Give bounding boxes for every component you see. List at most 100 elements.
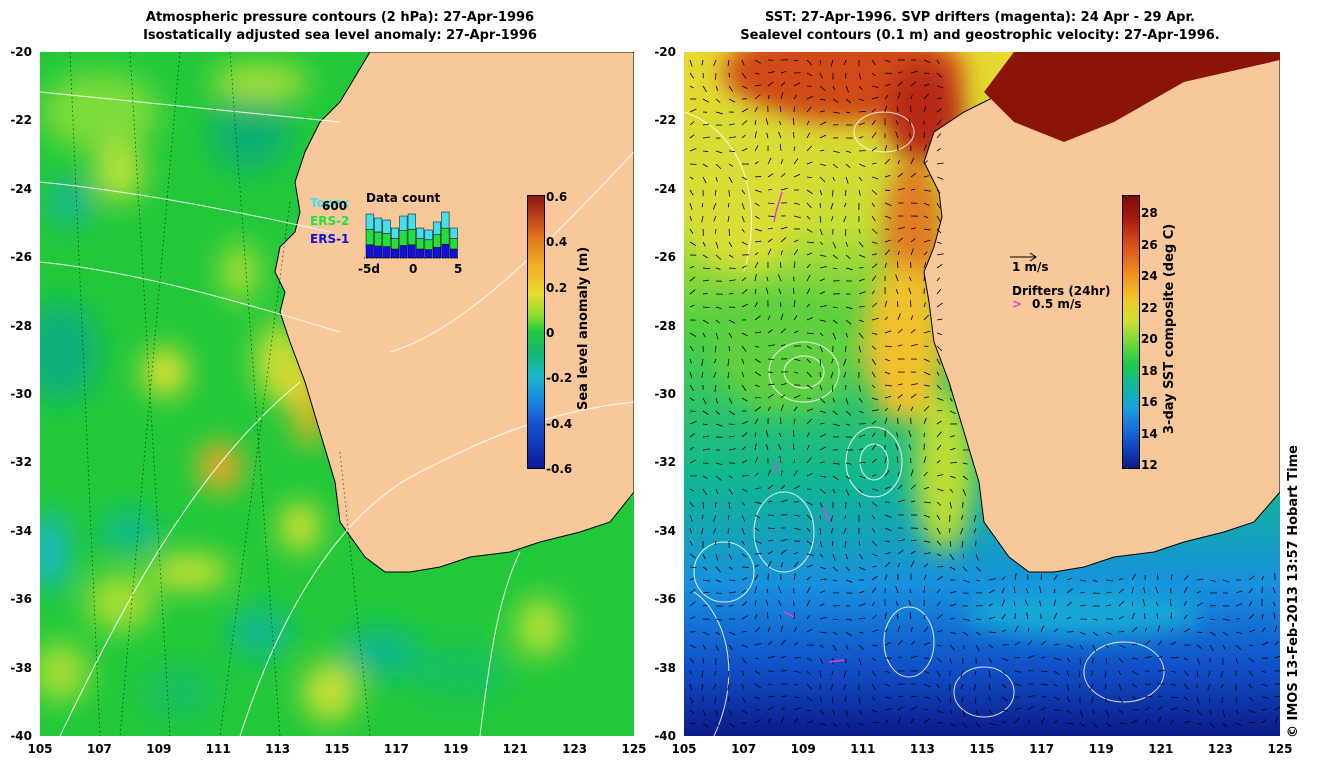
velocity-arrow: [910, 640, 916, 646]
velocity-arrow: [780, 313, 784, 321]
velocity-arrow: [754, 719, 762, 724]
velocity-arrow: [1196, 696, 1200, 704]
velocity-arrow: [689, 304, 695, 308]
velocity-arrow: [923, 471, 928, 477]
velocity-arrow: [871, 162, 877, 165]
velocity-arrow: [974, 696, 977, 704]
data-count-bar-segment: [374, 217, 383, 233]
velocity-arrow: [806, 432, 810, 438]
velocity-arrow: [741, 527, 745, 535]
velocity-arrow: [843, 358, 847, 366]
velocity-arrow: [1014, 717, 1020, 724]
velocity-arrow: [1183, 720, 1191, 724]
velocity-arrow: [936, 302, 943, 308]
velocity-arrow: [714, 345, 717, 353]
velocity-arrow: [1091, 696, 1094, 704]
velocity-arrow: [1013, 586, 1016, 594]
velocity-arrow: [884, 574, 888, 581]
x-tick-label: 123: [562, 742, 588, 756]
velocity-arrow: [910, 343, 918, 347]
velocity-arrow: [830, 202, 834, 210]
velocity-arrow: [988, 696, 991, 702]
velocity-arrow: [1066, 577, 1073, 581]
velocity-arrow: [936, 133, 942, 139]
velocity-arrow: [715, 566, 721, 573]
velocity-arrow: [806, 501, 813, 506]
velocity-arrow: [858, 448, 863, 451]
velocity-arrow: [988, 657, 993, 664]
velocity-arrow: [897, 383, 903, 386]
velocity-arrow: [702, 85, 707, 93]
velocity-arrow: [871, 488, 879, 491]
data-count-bars: [364, 211, 460, 259]
velocity-arrow: [727, 670, 730, 678]
velocity-arrow: [895, 274, 899, 282]
velocity-arrow: [780, 549, 787, 555]
velocity-arrow: [728, 579, 736, 582]
legend-ers1: ERS-1: [310, 232, 350, 246]
velocity-arrow: [806, 288, 811, 295]
velocity-arrow: [819, 566, 826, 570]
velocity-arrow: [728, 448, 736, 451]
velocity-arrow: [819, 358, 822, 366]
sst-colorbar-title: 3-day SST composite (deg C): [1162, 223, 1177, 434]
velocity-arrow: [689, 72, 695, 79]
velocity-arrow: [806, 303, 811, 308]
velocity-arrow: [767, 344, 775, 347]
velocity-arrow: [845, 150, 852, 153]
velocity-arrow: [858, 488, 863, 494]
velocity-arrow: [754, 456, 759, 464]
velocity-arrow: [1170, 683, 1177, 686]
velocity-arrow: [806, 586, 811, 594]
velocity-arrow: [936, 72, 943, 78]
velocity-arrow: [884, 527, 892, 531]
velocity-arrow: [806, 720, 814, 724]
velocity-arrow: [702, 136, 710, 139]
velocity-arrow: [1196, 590, 1201, 594]
velocity-arrow: [858, 98, 865, 102]
velocity-arrow: [689, 601, 696, 607]
velocity-arrow: [767, 469, 771, 477]
velocity-arrow: [754, 202, 760, 207]
velocity-arrow: [1209, 618, 1215, 621]
velocity-arrow: [871, 709, 878, 713]
velocity-arrow: [741, 501, 746, 506]
velocity-arrow: [844, 202, 847, 208]
drifter-legend-glyph: >: [1012, 297, 1023, 311]
velocity-arrow: [1118, 578, 1123, 581]
velocity-arrow: [715, 163, 722, 170]
velocity-arrow: [871, 644, 878, 647]
velocity-arrow: [754, 487, 761, 490]
velocity-arrow: [689, 578, 695, 581]
velocity-arrow: [702, 423, 708, 426]
velocity-arrow: [884, 105, 888, 113]
velocity-arrow: [1118, 670, 1122, 676]
velocity-arrow: [1222, 709, 1225, 717]
velocity-arrow: [858, 603, 866, 607]
velocity-arrow: [908, 287, 912, 295]
data-count-bar-segment: [374, 231, 383, 247]
velocity-arrow: [819, 254, 827, 257]
velocity-arrow: [936, 601, 941, 607]
velocity-arrow: [728, 631, 736, 636]
velocity-arrow: [1039, 586, 1042, 594]
velocity-arrow: [702, 579, 710, 582]
velocity-arrow: [843, 527, 847, 534]
sea-level-colorbar-tick: 0.4: [546, 235, 568, 250]
velocity-arrow: [728, 123, 735, 126]
velocity-arrow: [1261, 576, 1264, 581]
velocity-arrow: [713, 683, 717, 690]
velocity-arrow: [832, 267, 838, 270]
velocity-arrow: [1053, 599, 1056, 607]
velocity-arrow: [1157, 706, 1164, 711]
velocity-arrow: [908, 430, 912, 438]
velocity-arrow: [793, 249, 799, 256]
velocity-arrow: [1053, 588, 1056, 594]
velocity-arrow: [975, 604, 983, 607]
y-tick-label: -38: [10, 660, 32, 675]
velocity-arrow: [1235, 603, 1243, 607]
x-tick-label: 119: [1088, 742, 1114, 756]
velocity-arrow: [702, 435, 710, 438]
velocity-arrow: [689, 241, 697, 246]
velocity-arrow: [936, 241, 942, 244]
